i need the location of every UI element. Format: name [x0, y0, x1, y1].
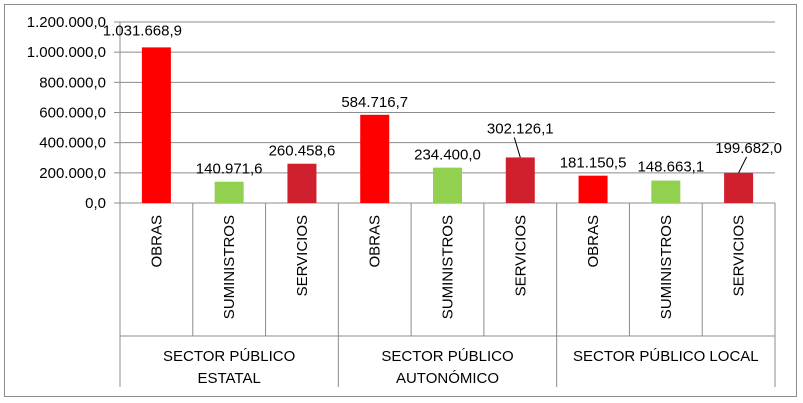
- data-label: 234.400,0: [414, 147, 481, 164]
- y-tick-label: 200.000,0: [39, 165, 106, 182]
- group-label: SECTOR PÚBLICO LOCAL: [573, 348, 759, 365]
- bar-suministros: [214, 181, 244, 203]
- data-label: 181.150,5: [560, 155, 627, 172]
- data-label: 1.031.668,9: [103, 22, 182, 39]
- data-label: 199.682,0: [715, 140, 782, 157]
- bar-servicios: [505, 157, 535, 203]
- group-label: AUTONÓMICO: [396, 370, 499, 387]
- bar-suministros: [651, 180, 681, 203]
- y-tick-label: 400.000,0: [39, 135, 106, 152]
- y-tick-label: 0,0: [85, 195, 106, 212]
- group-label: SECTOR PÚBLICO: [163, 348, 295, 365]
- group-label: SECTOR PÚBLICO: [381, 348, 513, 365]
- y-tick-label: 1.000.000,0: [27, 44, 106, 61]
- category-label: OBRAS: [367, 215, 384, 268]
- category-label: SERVICIOS: [512, 215, 529, 296]
- data-label: 148.663,1: [637, 159, 704, 176]
- bar-obras: [360, 114, 390, 203]
- group-label: ESTATAL: [197, 370, 260, 387]
- data-label: 302.126,1: [487, 120, 554, 137]
- category-label: SUMINISTROS: [440, 215, 457, 319]
- bar-servicios: [724, 172, 754, 203]
- category-label: SERVICIOS: [731, 215, 748, 296]
- bar-obras: [141, 47, 171, 204]
- data-label: 584.716,7: [341, 94, 408, 111]
- y-tick-label: 1.200.000,0: [27, 14, 106, 31]
- data-label-leader: [738, 156, 748, 174]
- y-tick-label: 600.000,0: [39, 105, 106, 122]
- bar-servicios: [287, 163, 317, 203]
- data-label: 260.458,6: [269, 143, 336, 160]
- y-tick-label: 800.000,0: [39, 74, 106, 91]
- category-label: OBRAS: [148, 215, 165, 268]
- category-label: SUMINISTROS: [221, 215, 238, 319]
- category-label: SERVICIOS: [294, 215, 311, 296]
- data-label-leader: [513, 137, 521, 158]
- category-label: SUMINISTROS: [658, 215, 675, 319]
- data-label: 140.971,6: [196, 161, 263, 178]
- bar-obras: [578, 175, 608, 203]
- category-label: OBRAS: [585, 215, 602, 268]
- bar-suministros: [433, 167, 462, 203]
